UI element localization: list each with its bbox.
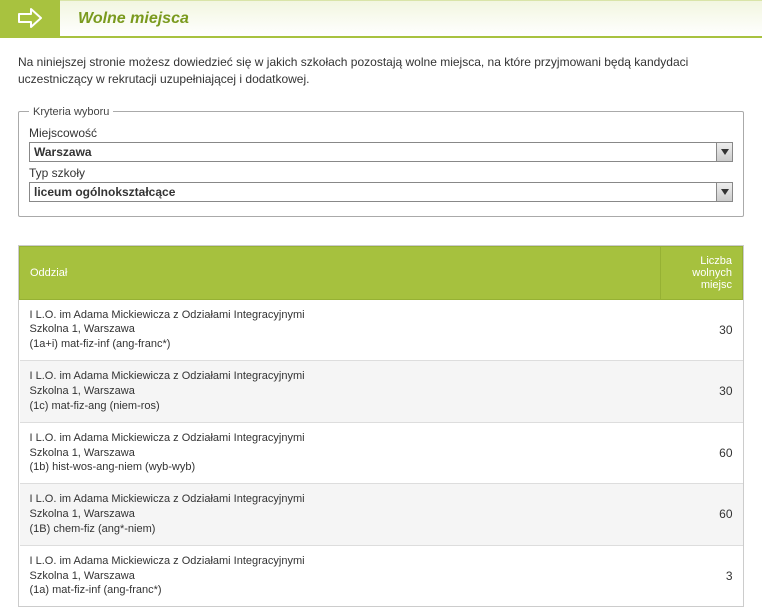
dept-line-school: I L.O. im Adama Mickiewicza z Odziałami … xyxy=(30,369,651,384)
chevron-down-icon[interactable] xyxy=(716,183,732,201)
page-title: Wolne miejsca xyxy=(78,10,189,28)
page-header: Wolne miejsca xyxy=(0,0,762,38)
school-type-select[interactable]: liceum ogólnokształcące xyxy=(29,182,733,202)
dept-line-class: (1a) mat-fiz-inf (ang-franc*) xyxy=(30,583,651,598)
chevron-down-icon[interactable] xyxy=(716,143,732,161)
department-cell: I L.O. im Adama Mickiewicza z Odziałami … xyxy=(20,299,661,361)
intro-text: Na niniejszej stronie możesz dowiedzieć … xyxy=(18,54,744,88)
results-table-container: Oddział Liczba wolnych miejsc I L.O. im … xyxy=(18,245,744,607)
table-row: I L.O. im Adama Mickiewicza z Odziałami … xyxy=(20,299,743,361)
column-header-free-count-l2: wolnych xyxy=(692,267,732,279)
header-arrow-icon xyxy=(0,0,60,36)
column-header-department: Oddział xyxy=(20,246,661,299)
city-select-value: Warszawa xyxy=(30,143,732,161)
school-type-label: Typ szkoły xyxy=(29,166,733,180)
dept-line-class: (1b) hist-wos-ang-niem (wyb-wyb) xyxy=(30,460,651,475)
criteria-fieldset: Kryteria wyboru Miejscowość Warszawa Typ… xyxy=(18,106,744,217)
table-row: I L.O. im Adama Mickiewicza z Odziałami … xyxy=(20,422,743,484)
dept-line-school: I L.O. im Adama Mickiewicza z Odziałami … xyxy=(30,492,651,507)
dept-line-address: Szkolna 1, Warszawa xyxy=(30,446,651,461)
page-title-container: Wolne miejsca xyxy=(60,0,762,36)
dept-line-school: I L.O. im Adama Mickiewicza z Odziałami … xyxy=(30,308,651,323)
dept-line-school: I L.O. im Adama Mickiewicza z Odziałami … xyxy=(30,554,651,569)
dept-line-address: Szkolna 1, Warszawa xyxy=(30,322,651,337)
column-header-free-count-l3: miejsc xyxy=(701,279,732,291)
dept-line-school: I L.O. im Adama Mickiewicza z Odziałami … xyxy=(30,431,651,446)
table-row: I L.O. im Adama Mickiewicza z Odziałami … xyxy=(20,484,743,546)
department-cell: I L.O. im Adama Mickiewicza z Odziałami … xyxy=(20,361,661,423)
free-count-cell: 30 xyxy=(661,361,743,423)
column-header-free-count: Liczba wolnych miejsc xyxy=(661,246,743,299)
column-header-free-count-l1: Liczba xyxy=(700,255,732,267)
table-header-row: Oddział Liczba wolnych miejsc xyxy=(20,246,743,299)
city-label: Miejscowość xyxy=(29,126,733,140)
table-row: I L.O. im Adama Mickiewicza z Odziałami … xyxy=(20,361,743,423)
dept-line-class: (1c) mat-fiz-ang (niem-ros) xyxy=(30,399,651,414)
department-cell: I L.O. im Adama Mickiewicza z Odziałami … xyxy=(20,422,661,484)
dept-line-class: (1a+i) mat-fiz-inf (ang-franc*) xyxy=(30,337,651,352)
city-select[interactable]: Warszawa xyxy=(29,142,733,162)
free-count-cell: 30 xyxy=(661,299,743,361)
department-cell: I L.O. im Adama Mickiewicza z Odziałami … xyxy=(20,484,661,546)
dept-line-address: Szkolna 1, Warszawa xyxy=(30,507,651,522)
criteria-legend: Kryteria wyboru xyxy=(29,106,113,118)
dept-line-class: (1B) chem-fiz (ang*-niem) xyxy=(30,522,651,537)
school-type-select-value: liceum ogólnokształcące xyxy=(30,183,732,201)
results-table: Oddział Liczba wolnych miejsc I L.O. im … xyxy=(19,246,743,607)
dept-line-address: Szkolna 1, Warszawa xyxy=(30,384,651,399)
content-area: Na niniejszej stronie możesz dowiedzieć … xyxy=(0,38,762,607)
free-count-cell: 60 xyxy=(661,422,743,484)
free-count-cell: 60 xyxy=(661,484,743,546)
